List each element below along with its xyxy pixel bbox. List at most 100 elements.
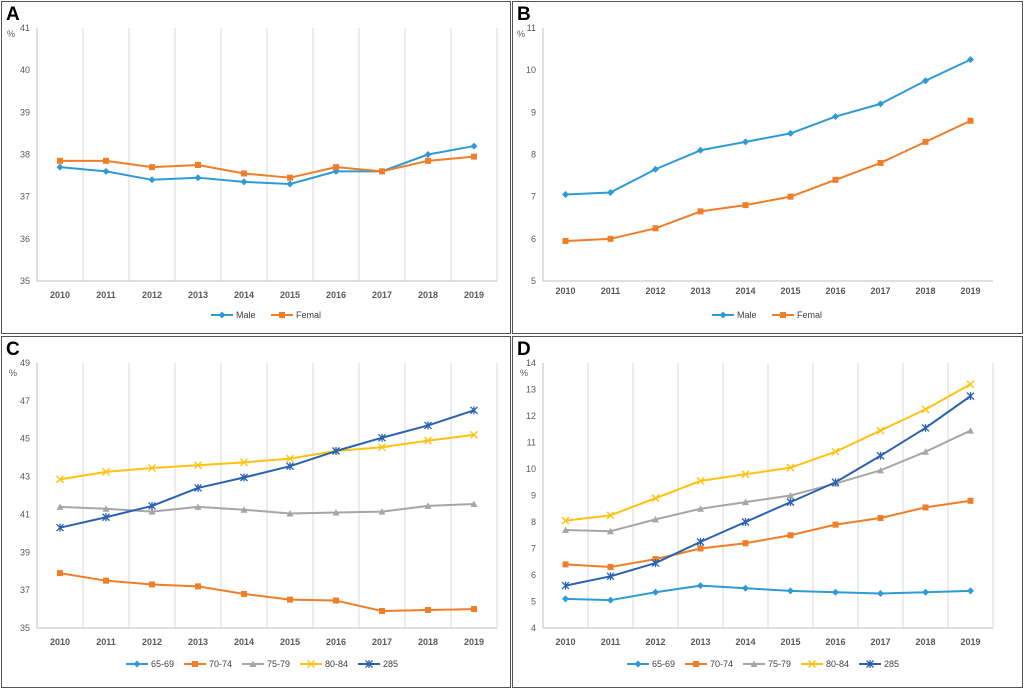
legend-item: 65-69 — [126, 659, 174, 669]
data-point — [471, 153, 477, 160]
y-tick-label: 10 — [526, 65, 536, 75]
data-point — [967, 117, 974, 124]
data-point — [286, 462, 294, 471]
data-point — [832, 113, 839, 121]
data-point — [562, 526, 569, 533]
data-point — [240, 178, 248, 186]
y-tick-label: 4 — [531, 623, 536, 633]
x-tick-label: 2017 — [870, 286, 890, 296]
data-point — [742, 540, 749, 547]
data-point — [876, 451, 885, 460]
legend-marker — [866, 660, 874, 668]
legend-marker — [693, 661, 699, 667]
data-point — [607, 188, 614, 196]
data-point — [103, 577, 109, 584]
legend-marker — [279, 312, 285, 318]
data-point — [606, 511, 615, 520]
data-point — [651, 559, 660, 568]
y-tick-label: 35 — [20, 276, 30, 286]
data-point — [102, 513, 110, 522]
x-tick-label: 2019 — [960, 286, 980, 296]
y-axis-unit-label: % — [9, 368, 17, 378]
data-point — [741, 470, 750, 479]
x-tick-label: 2010 — [555, 286, 575, 296]
x-tick-label: 2017 — [870, 637, 890, 647]
legend-item: Femal — [772, 310, 822, 320]
data-point — [966, 392, 975, 401]
x-tick-label: 2014 — [735, 286, 755, 296]
series-line — [565, 119, 971, 242]
x-tick-label: 2016 — [326, 637, 346, 647]
x-tick-label: 2015 — [780, 286, 800, 296]
data-point — [742, 498, 749, 506]
x-tick-label: 2016 — [825, 637, 845, 647]
data-point — [562, 561, 569, 568]
data-point — [194, 174, 202, 182]
x-tick-label: 2017 — [372, 637, 392, 647]
legend-item: 285 — [358, 659, 398, 669]
legend-item: Male — [211, 310, 256, 320]
chart-panel-b: B% 5 6 7 8 9 10 11 2010 2011 2012 2013 2014 2015 2016 2… — [512, 1, 1023, 334]
y-tick-label: 8 — [531, 150, 536, 160]
legend-label: 75-79 — [267, 659, 290, 669]
data-point — [922, 588, 929, 596]
panel-frame — [512, 1, 1023, 334]
y-tick-label: 41 — [20, 23, 30, 33]
x-tick-label: 2018 — [418, 637, 438, 647]
x-tick-label: 2013 — [690, 637, 710, 647]
legend-label: 285 — [884, 659, 899, 669]
x-tick-label: 2011 — [601, 286, 621, 296]
data-point — [606, 572, 615, 581]
y-axis-unit-label: % — [517, 29, 525, 39]
data-point — [195, 162, 201, 169]
legend-item: 75-79 — [242, 659, 290, 669]
data-point — [194, 461, 202, 470]
data-point — [967, 587, 974, 595]
legend-label: 65-69 — [151, 659, 174, 669]
data-point — [56, 163, 64, 171]
panel-frame — [1, 1, 511, 334]
legend-item: Femal — [271, 310, 321, 320]
data-point — [922, 77, 929, 85]
series-65-69 — [562, 582, 974, 604]
data-point — [470, 500, 478, 508]
data-point — [56, 475, 64, 484]
y-tick-label: 35 — [20, 623, 30, 633]
data-point — [195, 583, 201, 590]
y-tick-label: 45 — [20, 434, 30, 444]
data-point — [333, 164, 339, 171]
y-tick-label: 13 — [526, 385, 536, 395]
legend-label: 65-69 — [652, 659, 675, 669]
panel-frame — [1, 336, 511, 688]
y-tick-label: 43 — [20, 472, 30, 482]
y-tick-label: 9 — [531, 107, 536, 117]
data-point — [241, 170, 247, 177]
data-point — [240, 458, 248, 467]
y-tick-label: 49 — [20, 358, 30, 368]
series-Male — [562, 56, 974, 199]
x-tick-label: 2011 — [96, 637, 116, 647]
series-line — [565, 499, 971, 569]
data-point — [194, 483, 202, 492]
legend-item: 80-84 — [801, 659, 849, 669]
data-point — [787, 587, 794, 595]
data-point — [742, 584, 749, 592]
legend-item: 75-79 — [743, 659, 791, 669]
legend-marker — [192, 661, 198, 667]
data-point — [287, 174, 293, 181]
x-tick-label: 2010 — [50, 290, 70, 300]
legend-item: 80-84 — [300, 659, 348, 669]
chart-panel-c: C% 35 37 39 41 43 45 47 49 2010 2011 2012 2013 2014 20… — [1, 336, 511, 688]
series-line — [565, 429, 971, 533]
data-point — [424, 151, 432, 158]
data-point — [877, 100, 884, 108]
data-point — [378, 508, 386, 515]
legend-label: 80-84 — [325, 659, 348, 669]
legend-item: 65-69 — [627, 659, 675, 669]
data-point — [697, 545, 704, 552]
data-point — [787, 193, 794, 200]
legend-marker — [780, 312, 786, 318]
data-point — [102, 505, 110, 512]
data-point — [332, 447, 340, 456]
